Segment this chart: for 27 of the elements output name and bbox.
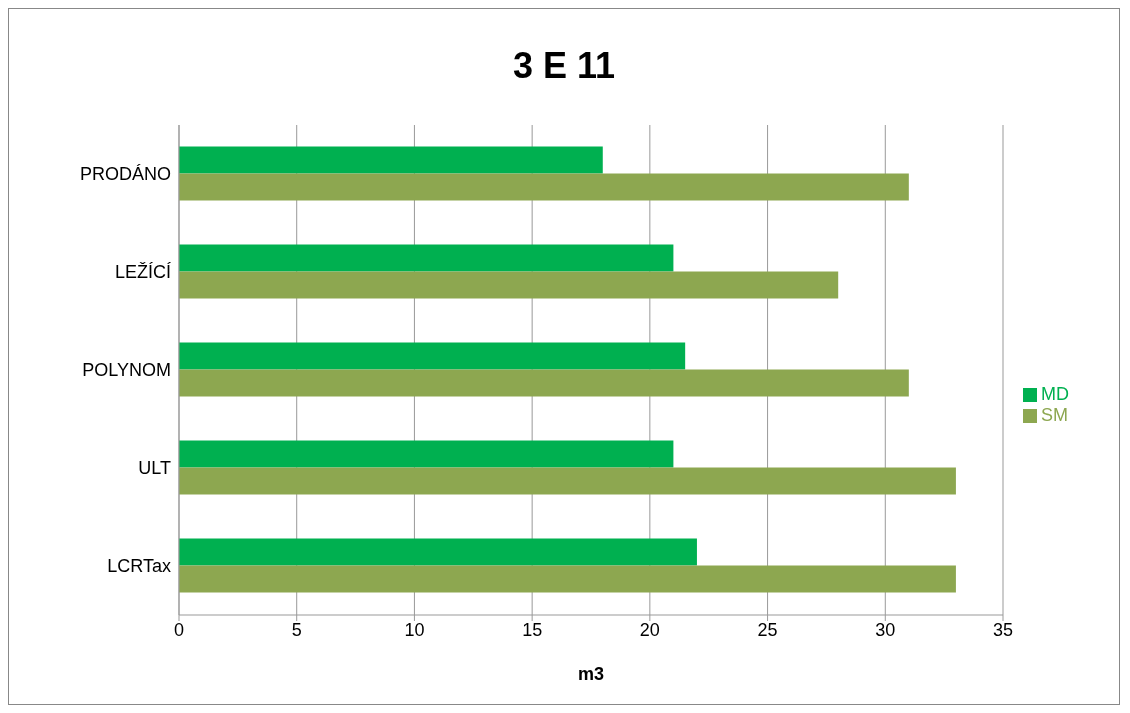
legend-label: MD (1041, 384, 1069, 404)
bar (179, 538, 697, 566)
y-tick-label: PRODÁNO (79, 164, 171, 185)
x-tick-label: 10 (404, 619, 425, 640)
x-tick-label: 25 (757, 619, 778, 640)
x-tick-label: 30 (875, 619, 896, 640)
y-tick-label: LEŽÍCÍ (114, 262, 171, 283)
y-tick-label: POLYNOM (82, 360, 171, 381)
y-tick-label: ULT (138, 458, 171, 479)
x-tick-label: 15 (522, 619, 543, 640)
bar (179, 440, 674, 468)
x-tick-label: 35 (992, 619, 1014, 640)
bar (179, 173, 909, 201)
x-tick-label: 0 (173, 619, 185, 640)
bar (179, 467, 956, 495)
y-tick-label: LCRTax (107, 556, 171, 577)
x-tick-label: 5 (291, 619, 302, 640)
bar (179, 565, 956, 593)
bar (179, 271, 839, 299)
bar (179, 244, 674, 272)
bar (179, 342, 686, 370)
bar (179, 146, 603, 174)
bar (179, 369, 909, 397)
x-axis-title: m3 (577, 664, 605, 684)
x-tick-label: 20 (639, 619, 660, 640)
chart-title: 3 E 11 (511, 45, 617, 88)
legend-label: SM (1041, 405, 1068, 425)
